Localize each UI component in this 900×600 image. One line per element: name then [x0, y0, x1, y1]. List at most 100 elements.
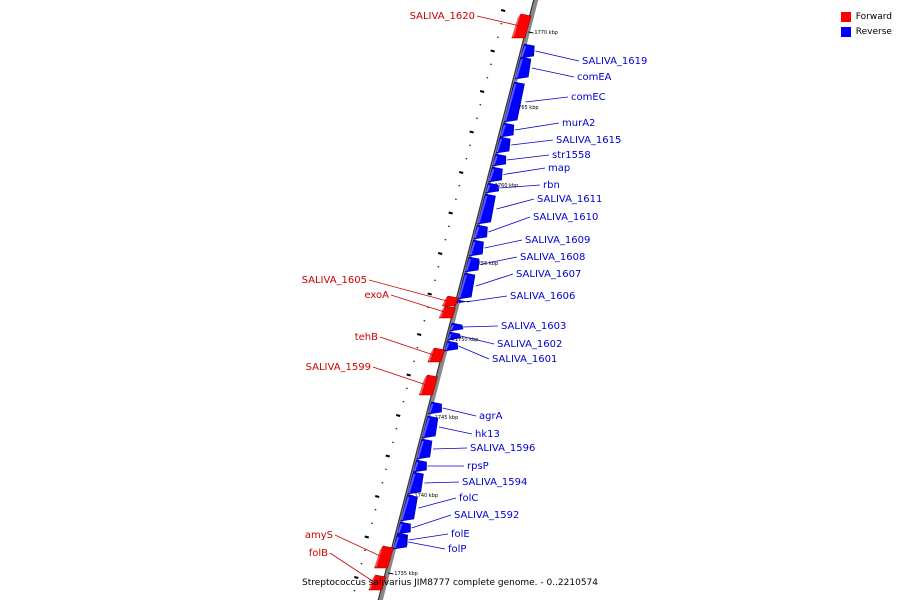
- gene-label[interactable]: map: [548, 163, 570, 174]
- gene-arrow[interactable]: [368, 574, 387, 591]
- gene-SALIVA_1592[interactable]: SALIVA_1592: [396, 510, 519, 535]
- gene-rpsP[interactable]: rpsP: [413, 459, 489, 473]
- gene-label[interactable]: folB: [309, 548, 328, 559]
- gene-arrow[interactable]: [464, 256, 480, 273]
- gene-label[interactable]: folE: [451, 529, 470, 540]
- gene-label[interactable]: SALIVA_1609: [525, 235, 590, 246]
- track-marks: [353, 9, 506, 592]
- gene-comEA[interactable]: comEA: [514, 56, 612, 83]
- gene-label[interactable]: folP: [448, 544, 466, 555]
- gene-arrow[interactable]: [499, 122, 515, 138]
- gene-arrow[interactable]: [413, 459, 427, 473]
- gene-str1558[interactable]: str1558: [492, 150, 591, 167]
- gene-SALIVA_1599[interactable]: SALIVA_1599: [306, 362, 438, 396]
- gene-label[interactable]: exoA: [364, 290, 389, 301]
- gene-SALIVA_1611[interactable]: SALIVA_1611: [477, 193, 603, 225]
- gene-arrow[interactable]: [418, 374, 438, 396]
- gene-map[interactable]: map: [488, 163, 571, 183]
- gene-arrow[interactable]: [488, 166, 503, 183]
- gene-label[interactable]: SALIVA_1608: [520, 252, 585, 263]
- gene-label[interactable]: SALIVA_1611: [537, 194, 602, 205]
- gene-arrow[interactable]: [485, 182, 500, 194]
- gene-label[interactable]: str1558: [552, 150, 591, 161]
- gene-rbn[interactable]: rbn: [485, 180, 560, 194]
- gene-folP[interactable]: folP: [393, 534, 467, 555]
- gene-label[interactable]: SALIVA_1592: [454, 510, 519, 521]
- gene-arrow[interactable]: [428, 401, 442, 415]
- gene-label[interactable]: rpsP: [467, 461, 489, 472]
- gene-label[interactable]: SALIVA_1601: [492, 354, 557, 365]
- gene-arrow[interactable]: [447, 331, 462, 341]
- gene-label[interactable]: SALIVA_1615: [556, 135, 621, 146]
- gene-arrow[interactable]: [396, 521, 411, 535]
- gene-murA2[interactable]: murA2: [499, 118, 595, 138]
- gene-arrow[interactable]: [511, 13, 532, 39]
- gene-SALIVA_1606[interactable]: SALIVA_1606: [456, 291, 575, 304]
- gene-SALIVA_1609[interactable]: SALIVA_1609: [468, 235, 590, 257]
- gene-label[interactable]: SALIVA_1596: [470, 443, 535, 454]
- gene-label[interactable]: SALIVA_1607: [516, 269, 581, 280]
- gene-label[interactable]: SALIVA_1599: [306, 362, 371, 373]
- gene-label[interactable]: SALIVA_1602: [497, 339, 562, 350]
- gene-SALIVA_1601[interactable]: SALIVA_1601: [444, 340, 558, 365]
- gene-arrow[interactable]: [503, 81, 525, 123]
- gene-arrow[interactable]: [444, 340, 459, 352]
- gene-SALIVA_1605[interactable]: SALIVA_1605: [302, 275, 459, 307]
- gene-arrow[interactable]: [421, 415, 439, 439]
- gene-arrow[interactable]: [492, 153, 507, 167]
- gene-label[interactable]: folC: [459, 493, 478, 504]
- gene-leader-line: [418, 497, 457, 509]
- gene-amyS[interactable]: amyS: [305, 530, 394, 569]
- gene-folC[interactable]: folC: [400, 493, 479, 522]
- gene-arrow[interactable]: [520, 43, 535, 59]
- gene-SALIVA_1596[interactable]: SALIVA_1596: [416, 438, 536, 460]
- gene-label[interactable]: SALIVA_1606: [510, 291, 575, 302]
- gene-exoA[interactable]: exoA: [364, 290, 456, 319]
- gene-arrow[interactable]: [473, 224, 488, 240]
- gene-arrow[interactable]: [457, 272, 476, 300]
- gene-arrow[interactable]: [449, 322, 464, 332]
- gene-arrow[interactable]: [441, 295, 459, 307]
- gene-label[interactable]: comEA: [577, 72, 612, 83]
- gene-SALIVA_1594[interactable]: SALIVA_1594: [407, 471, 528, 495]
- track-mark: [427, 292, 432, 296]
- gene-arrow[interactable]: [477, 193, 496, 225]
- gene-arrow[interactable]: [407, 471, 424, 495]
- gene-hk13[interactable]: hk13: [421, 415, 500, 440]
- gene-SALIVA_1603[interactable]: SALIVA_1603: [449, 321, 566, 332]
- gene-label[interactable]: murA2: [562, 118, 595, 129]
- gene-arrow[interactable]: [468, 239, 484, 257]
- gene-label[interactable]: hk13: [475, 429, 500, 440]
- gene-agrA[interactable]: agrA: [428, 401, 503, 422]
- gene-label[interactable]: SALIVA_1619: [582, 56, 647, 67]
- gene-arrow[interactable]: [438, 305, 456, 319]
- gene-SALIVA_1620[interactable]: SALIVA_1620: [410, 11, 532, 39]
- gene-tehB[interactable]: tehB: [355, 332, 445, 363]
- gene-label[interactable]: SALIVA_1610: [533, 212, 598, 223]
- gene-folB[interactable]: folB: [309, 548, 387, 591]
- gene-label[interactable]: agrA: [479, 411, 503, 422]
- gene-arrow[interactable]: [495, 136, 511, 154]
- gene-SALIVA_1615[interactable]: SALIVA_1615: [495, 135, 621, 154]
- gene-arrow[interactable]: [427, 347, 445, 363]
- gene-label[interactable]: rbn: [543, 180, 560, 191]
- gene-SALIVA_1607[interactable]: SALIVA_1607: [457, 269, 581, 300]
- gene-label[interactable]: SALIVA_1594: [462, 477, 527, 488]
- gene-label[interactable]: SALIVA_1603: [501, 321, 566, 332]
- gene-SALIVA_1610[interactable]: SALIVA_1610: [473, 212, 599, 240]
- gene-label[interactable]: tehB: [355, 332, 378, 343]
- gene-arrow[interactable]: [416, 438, 433, 460]
- gene-arrow[interactable]: [374, 545, 394, 569]
- gene-label[interactable]: amyS: [305, 530, 333, 541]
- gene-arrow[interactable]: [400, 494, 418, 522]
- gene-SALIVA_1602[interactable]: SALIVA_1602: [447, 331, 563, 350]
- gene-label[interactable]: SALIVA_1620: [410, 11, 475, 22]
- gene-arrow[interactable]: [514, 56, 532, 80]
- gene-label[interactable]: SALIVA_1605: [302, 275, 367, 286]
- gene-label[interactable]: comEC: [571, 92, 606, 103]
- gene-comEC[interactable]: comEC: [503, 81, 606, 123]
- gene-SALIVA_1608[interactable]: SALIVA_1608: [464, 252, 585, 273]
- gene-arrow[interactable]: [456, 299, 471, 304]
- gene-SALIVA_1619[interactable]: SALIVA_1619: [520, 43, 648, 67]
- gene-arrow[interactable]: [393, 534, 408, 550]
